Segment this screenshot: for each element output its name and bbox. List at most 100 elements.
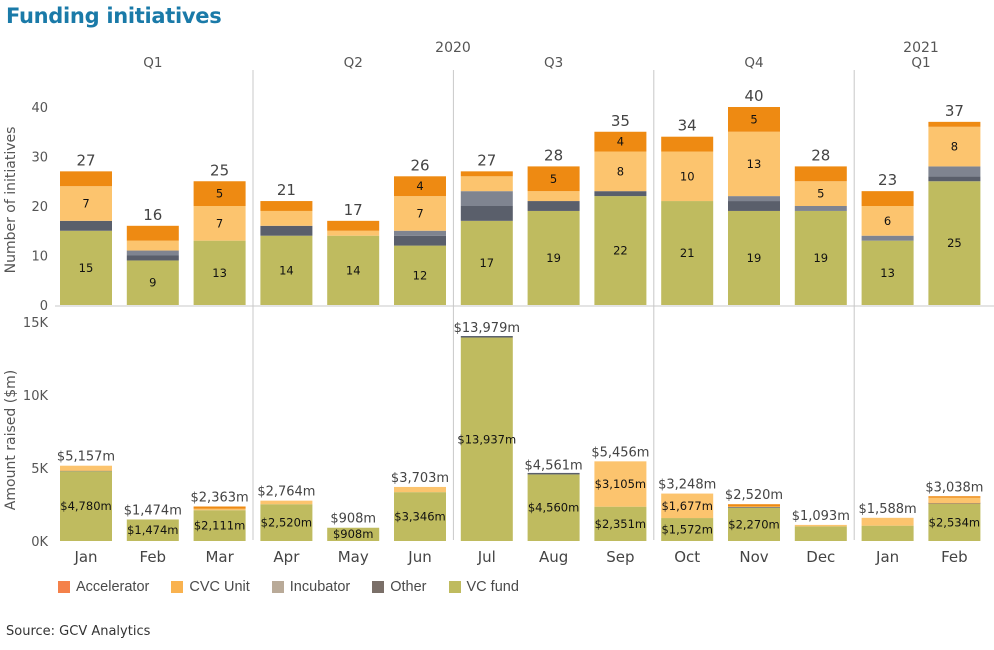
amount-segment-cvc-unit <box>661 493 714 519</box>
bar-segment-other <box>928 176 981 182</box>
amount-segment-vc-fund <box>193 510 246 541</box>
bar-segment-other <box>394 235 446 246</box>
legend-swatch-accelerator <box>58 581 70 593</box>
bar-segment-incubator <box>460 191 513 206</box>
bar-segment-other <box>126 255 179 261</box>
legend-item-incubator[interactable]: Incubator <box>271 579 351 595</box>
amount-segment-label: $2,534m <box>929 516 980 530</box>
segment-label: 19 <box>813 251 828 265</box>
amount-total-label: $13,979m <box>454 321 520 336</box>
bar-segment-vc-fund <box>394 245 446 305</box>
bar-segment-vc-fund <box>126 260 179 305</box>
bar-segment-cvc-unit <box>661 151 714 202</box>
amount-segment-vc-fund <box>928 504 981 541</box>
legend: Accelerator CVC Unit Incubator Other VC … <box>58 579 519 595</box>
y-tick-label: 40 <box>31 101 48 116</box>
bar-segment-accelerator <box>60 171 112 187</box>
legend-item-vc-fund[interactable]: VC fund <box>448 579 519 595</box>
bar-segment-incubator <box>728 196 780 202</box>
amount-segment-label: $2,520m <box>261 516 312 530</box>
amount-segment-label: $13,937m <box>457 432 516 446</box>
amount-total-label: $4,561m <box>525 458 583 473</box>
bar-segment-incubator <box>126 250 179 256</box>
bar-total-label: 28 <box>544 146 563 164</box>
amount-segment-cvc-unit <box>861 517 914 526</box>
quarter-label: Q2 <box>344 55 363 71</box>
y-tick-label: 10K <box>23 389 49 404</box>
x-tick-label: Mar <box>205 548 234 566</box>
bar-segment-cvc-unit <box>60 186 112 221</box>
bar-segment-cvc-unit <box>394 196 446 231</box>
bar-segment-vc-fund <box>594 196 647 305</box>
segment-label: 13 <box>880 266 895 280</box>
amount-total-label: $3,248m <box>658 478 716 493</box>
bar-segment-cvc-unit <box>594 151 647 192</box>
bar-total-label: 23 <box>878 171 897 189</box>
segment-label: 6 <box>884 214 891 228</box>
quarter-label: Q3 <box>544 55 563 71</box>
amount-segment-cvc-unit <box>193 508 246 511</box>
bar-segment-accelerator <box>794 166 847 182</box>
y-tick-label: 20 <box>31 200 48 215</box>
bar-segment-accelerator <box>594 131 647 152</box>
amount-total-label: $2,520m <box>725 488 783 503</box>
amount-segment-label: $1,474m <box>127 523 178 537</box>
bar-segment-cvc-unit <box>794 181 847 206</box>
segment-label: 15 <box>79 261 94 275</box>
amount-segment-cvc-unit <box>794 524 847 527</box>
segment-label: 5 <box>216 187 223 201</box>
x-tick-label: Dec <box>806 548 835 566</box>
bar-segment-accelerator <box>728 107 780 132</box>
segment-label: 4 <box>416 179 423 193</box>
bar-segment-accelerator <box>260 201 313 211</box>
bar-segment-vc-fund <box>527 210 580 305</box>
bar-segment-incubator <box>928 166 981 177</box>
segment-label: 14 <box>279 263 294 277</box>
bar-segment-vc-fund <box>661 201 714 305</box>
y-tick-label: 30 <box>31 151 48 166</box>
bar-segment-vc-fund <box>728 210 780 305</box>
segment-label: 8 <box>951 140 958 154</box>
segment-label: 13 <box>212 266 227 280</box>
legend-label: Incubator <box>289 579 351 595</box>
legend-label: Other <box>390 579 427 595</box>
bar-segment-cvc-unit <box>928 126 981 167</box>
legend-swatch-cvc-unit <box>171 581 184 593</box>
amount-total-label: $908m <box>330 512 376 527</box>
legend-item-accelerator[interactable]: Accelerator <box>58 579 149 595</box>
segment-label: 7 <box>216 216 223 230</box>
amount-segment-vc-fund <box>60 471 112 541</box>
y-axis-title: Number of initiatives <box>3 127 19 274</box>
segment-label: 12 <box>413 268 428 282</box>
amount-segment-accelerator <box>193 506 246 509</box>
bar-segment-accelerator <box>661 136 714 152</box>
x-tick-label: Jan <box>73 548 97 566</box>
segment-label: 7 <box>416 206 423 220</box>
bar-total-label: 34 <box>678 117 697 135</box>
amount-segment-vc-fund <box>594 506 647 541</box>
amount-total-label: $2,363m <box>191 491 249 506</box>
bar-total-label: 28 <box>811 146 830 164</box>
quarter-label: Q4 <box>744 55 763 71</box>
amount-segment-label: $3,346m <box>394 510 445 524</box>
bar-segment-incubator <box>794 206 847 211</box>
quarter-label: Q1 <box>143 55 162 71</box>
bar-segment-cvc-unit <box>327 230 380 236</box>
bar-total-label: 17 <box>344 201 363 219</box>
y-axis-title: Amount raised ($m) <box>3 370 19 510</box>
segment-label: 19 <box>747 251 762 265</box>
bar-segment-accelerator <box>193 181 246 206</box>
quarter-label: Q1 <box>911 55 930 71</box>
amount-total-label: $3,038m <box>925 481 983 496</box>
bar-total-label: 40 <box>744 87 763 105</box>
legend-item-cvc-unit[interactable]: CVC Unit <box>171 579 250 595</box>
bar-segment-cvc-unit <box>527 191 580 202</box>
segment-label: 4 <box>617 135 624 149</box>
amount-segment-vc-fund <box>327 527 380 541</box>
y-tick-label: 10 <box>31 250 48 265</box>
amount-total-label: $5,456m <box>591 445 649 460</box>
y-tick-label: 0K <box>31 535 48 550</box>
bar-segment-other <box>594 191 647 197</box>
legend-item-other[interactable]: Other <box>372 579 427 595</box>
amount-total-label: $3,703m <box>391 471 449 486</box>
